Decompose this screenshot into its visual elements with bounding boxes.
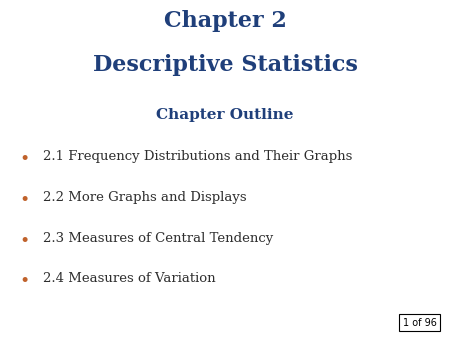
Text: 1 of 96: 1 of 96 bbox=[403, 318, 436, 328]
Text: Descriptive Statistics: Descriptive Statistics bbox=[93, 54, 357, 76]
Text: 2.2 More Graphs and Displays: 2.2 More Graphs and Displays bbox=[43, 191, 247, 204]
Text: 2.4 Measures of Variation: 2.4 Measures of Variation bbox=[43, 272, 216, 285]
Text: 2.3 Measures of Central Tendency: 2.3 Measures of Central Tendency bbox=[43, 232, 273, 244]
Text: •: • bbox=[20, 191, 30, 209]
Text: Chapter Outline: Chapter Outline bbox=[156, 108, 294, 122]
Text: •: • bbox=[20, 272, 30, 290]
Text: 2.1 Frequency Distributions and Their Graphs: 2.1 Frequency Distributions and Their Gr… bbox=[43, 150, 352, 163]
Text: Chapter 2: Chapter 2 bbox=[163, 10, 287, 32]
Text: •: • bbox=[20, 150, 30, 168]
Text: •: • bbox=[20, 232, 30, 249]
